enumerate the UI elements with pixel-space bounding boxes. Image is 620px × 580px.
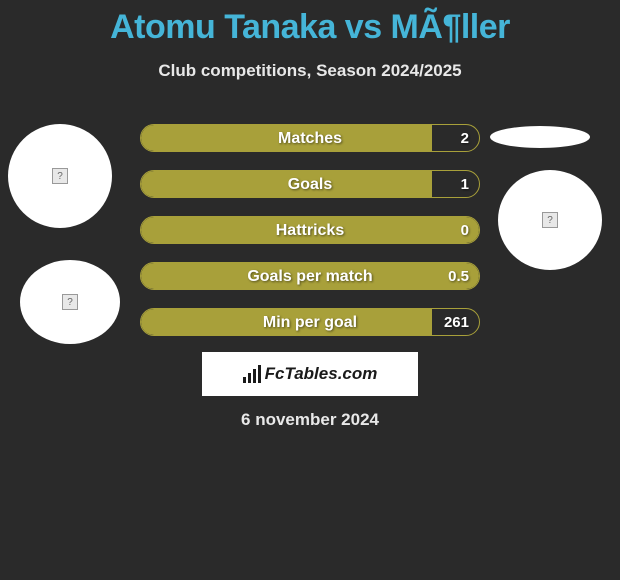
player-right: ? [498, 170, 602, 270]
image-placeholder-icon: ? [542, 212, 558, 228]
stat-value-right: 261 [444, 309, 469, 335]
player-left-bottom: ? [20, 260, 120, 344]
stat-label: Min per goal [141, 309, 479, 335]
stat-label: Matches [141, 125, 479, 151]
page-title: Atomu Tanaka vs MÃ¶ller [0, 0, 620, 47]
stat-label: Goals per match [141, 263, 479, 289]
stat-value-right: 1 [461, 171, 469, 197]
logo-bars-icon [243, 365, 261, 383]
subtitle: Club competitions, Season 2024/2025 [0, 61, 620, 81]
player-left-top: ? [8, 124, 112, 228]
image-placeholder-icon: ? [62, 294, 78, 310]
logo-text: FcTables.com [265, 364, 378, 384]
stat-label: Goals [141, 171, 479, 197]
image-placeholder-icon: ? [52, 168, 68, 184]
stat-label: Hattricks [141, 217, 479, 243]
stats-container: Matches2Goals1Hattricks0Goals per match0… [140, 124, 480, 354]
stat-value-right: 0.5 [448, 263, 469, 289]
stat-value-right: 2 [461, 125, 469, 151]
stat-row: Hattricks0 [140, 216, 480, 244]
fctables-logo: FcTables.com [202, 352, 418, 396]
stat-row: Goals1 [140, 170, 480, 198]
stat-row: Min per goal261 [140, 308, 480, 336]
date-text: 6 november 2024 [0, 410, 620, 430]
stat-value-right: 0 [461, 217, 469, 243]
stat-row: Goals per match0.5 [140, 262, 480, 290]
stat-row: Matches2 [140, 124, 480, 152]
decorative-ellipse [490, 126, 590, 148]
